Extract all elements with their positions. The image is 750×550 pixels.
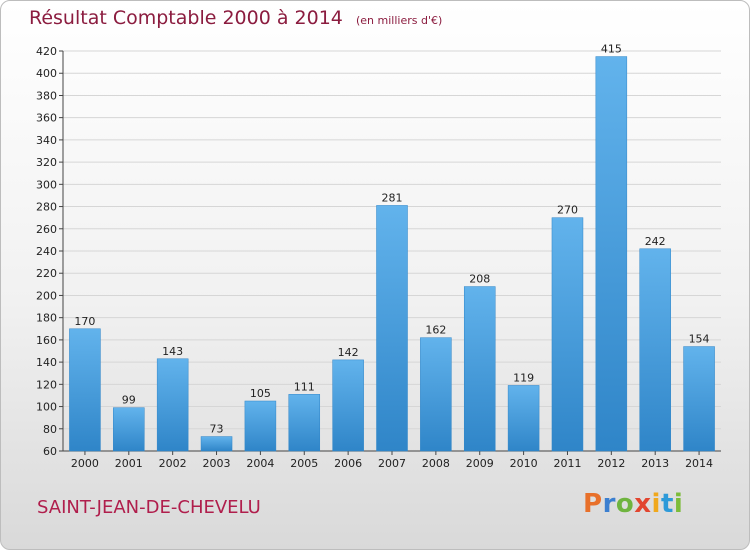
y-tick-label: 340 bbox=[36, 134, 57, 147]
y-tick-label: 400 bbox=[36, 67, 57, 80]
y-tick-label: 220 bbox=[36, 267, 57, 280]
data-label-2011: 270 bbox=[557, 204, 578, 217]
bar-2009 bbox=[463, 286, 496, 452]
title-unit: (en milliers d'€) bbox=[355, 14, 443, 27]
title-text: Résultat Comptable 2000 à 2014 bbox=[29, 7, 343, 29]
data-label-2012: 415 bbox=[601, 43, 622, 56]
y-tick-label: 60 bbox=[43, 445, 57, 458]
bar-2000 bbox=[69, 328, 101, 452]
bar-2007 bbox=[376, 205, 408, 452]
y-tick-label: 120 bbox=[36, 378, 57, 391]
x-tick-label-2013: 2013 bbox=[641, 457, 669, 470]
data-label-2000: 170 bbox=[74, 315, 95, 328]
chart-title: Résultat Comptable 2000 à 2014 (en milli… bbox=[29, 7, 442, 29]
x-tick-label-2007: 2007 bbox=[378, 457, 406, 470]
x-tick-label-2006: 2006 bbox=[334, 457, 362, 470]
data-label-2010: 119 bbox=[513, 371, 534, 384]
bar-2013 bbox=[639, 248, 671, 452]
bars: 170 99 143 73 105 111 142 281 162 208 119 270 415 242… bbox=[69, 43, 715, 452]
y-tick-label: 80 bbox=[43, 423, 57, 436]
x-tick-label-2008: 2008 bbox=[422, 457, 450, 470]
bar-2012 bbox=[595, 56, 628, 452]
data-label-2013: 242 bbox=[645, 235, 666, 248]
y-tick-label: 100 bbox=[36, 401, 57, 414]
y-tick-label: 320 bbox=[36, 156, 57, 169]
x-tick-label-2011: 2011 bbox=[553, 457, 581, 470]
y-tick-label: 200 bbox=[36, 289, 57, 302]
x-tick-label-2005: 2005 bbox=[290, 457, 318, 470]
logo-letter: r bbox=[602, 489, 616, 519]
bar-2004 bbox=[244, 400, 277, 452]
logo-letter: x bbox=[634, 489, 652, 519]
bar-2011 bbox=[551, 217, 584, 452]
y-tick-label: 300 bbox=[36, 178, 57, 191]
logo-letter: i bbox=[651, 489, 661, 519]
bar-2008 bbox=[420, 337, 452, 452]
x-tick-label-2014: 2014 bbox=[685, 457, 713, 470]
bar-2010 bbox=[507, 385, 540, 452]
y-tick-label: 380 bbox=[36, 89, 57, 102]
data-label-2006: 142 bbox=[338, 346, 359, 359]
x-tick-label-2003: 2003 bbox=[203, 457, 231, 470]
logo-letter: o bbox=[615, 489, 635, 519]
y-tick-label: 180 bbox=[36, 312, 57, 325]
bar-2006 bbox=[332, 359, 364, 452]
y-tick-label: 360 bbox=[36, 112, 57, 125]
bar-2001 bbox=[113, 407, 145, 452]
y-tick-label: 260 bbox=[36, 223, 57, 236]
data-label-2005: 111 bbox=[294, 380, 315, 393]
y-tick-label: 160 bbox=[36, 334, 57, 347]
x-tick-label-2010: 2010 bbox=[510, 457, 538, 470]
data-label-2003: 73 bbox=[210, 423, 224, 436]
data-label-2007: 281 bbox=[382, 191, 403, 204]
data-label-2008: 162 bbox=[425, 324, 446, 337]
bar-2003 bbox=[200, 436, 233, 452]
data-label-2009: 208 bbox=[469, 273, 490, 286]
bar-2002 bbox=[156, 358, 189, 452]
data-label-2001: 99 bbox=[122, 394, 136, 407]
logo-letter: P bbox=[583, 489, 603, 519]
data-label-2014: 154 bbox=[689, 333, 710, 346]
bar-2014 bbox=[683, 346, 715, 452]
x-tick-label-2009: 2009 bbox=[466, 457, 494, 470]
data-label-2004: 105 bbox=[250, 387, 271, 400]
x-tick-label-2004: 2004 bbox=[246, 457, 274, 470]
x-tick-label-2000: 2000 bbox=[71, 457, 99, 470]
data-label-2002: 143 bbox=[162, 345, 183, 358]
x-tick-label-2012: 2012 bbox=[597, 457, 625, 470]
logo-letter: t bbox=[660, 489, 674, 519]
proxiti-logo[interactable]: Proxiti bbox=[583, 489, 683, 519]
commune-name: SAINT-JEAN-DE-CHEVELU bbox=[37, 497, 261, 518]
y-tick-label: 240 bbox=[36, 245, 57, 258]
x-tick-label-2001: 2001 bbox=[115, 457, 143, 470]
y-tick-label: 280 bbox=[36, 201, 57, 214]
y-tick-label: 140 bbox=[36, 356, 57, 369]
logo-letter: i bbox=[673, 489, 684, 519]
x-tick-label-2002: 2002 bbox=[159, 457, 187, 470]
bar-2005 bbox=[288, 394, 321, 452]
y-tick-label: 420 bbox=[36, 45, 57, 58]
